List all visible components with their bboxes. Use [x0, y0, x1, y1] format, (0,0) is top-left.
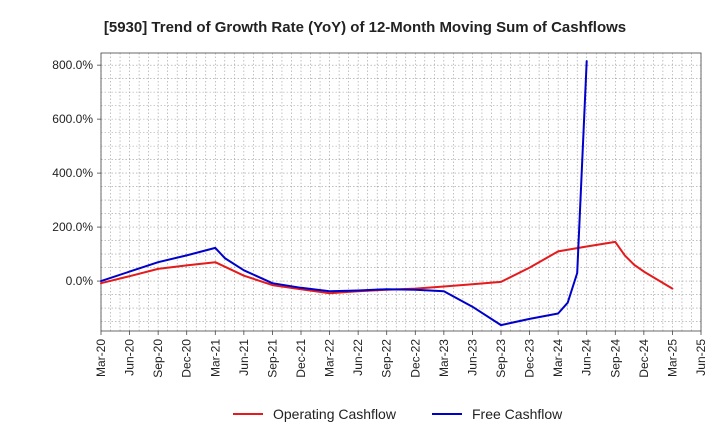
plot-area — [100, 52, 702, 332]
x-tick-label: Jun-22 — [351, 339, 365, 376]
x-tick-label: Dec-21 — [294, 339, 308, 378]
series-line-operating-cashflow — [100, 240, 674, 295]
x-tick-label: Jun-21 — [237, 339, 251, 376]
x-tick-label: Mar-22 — [323, 339, 337, 377]
x-tick-label: Mar-21 — [208, 339, 222, 377]
x-tick-label: Dec-23 — [523, 339, 537, 378]
x-tick-label: Dec-22 — [408, 339, 422, 378]
y-tick-label: 800.0% — [52, 58, 93, 72]
plot-background — [101, 53, 701, 331]
x-tick-label: Sep-23 — [494, 339, 508, 378]
x-tick-label: Sep-24 — [608, 339, 622, 378]
series-line-free-cashflow — [100, 60, 588, 327]
y-tick-label: 200.0% — [52, 220, 93, 234]
x-tick-label: Sep-21 — [265, 339, 279, 378]
x-tick-label: Mar-23 — [437, 339, 451, 377]
y-tick-label: 400.0% — [52, 166, 93, 180]
x-tick-label: Jun-20 — [123, 339, 137, 376]
legend-label: Free Cashflow — [472, 406, 563, 422]
y-tick-label: 0.0% — [66, 274, 94, 288]
x-tick-label: Dec-24 — [637, 339, 651, 378]
x-tick-label: Mar-24 — [551, 339, 565, 377]
x-tick-label: Jun-24 — [580, 339, 594, 376]
x-tick-label: Dec-20 — [180, 339, 194, 378]
chart-title: [5930] Trend of Growth Rate (YoY) of 12-… — [104, 19, 626, 36]
x-tick-label: Sep-20 — [151, 339, 165, 378]
x-tick-label: Mar-25 — [665, 339, 679, 377]
x-tick-label: Jun-23 — [465, 339, 479, 376]
x-tick-label: Sep-22 — [380, 339, 394, 378]
series-lines — [100, 60, 674, 327]
x-tick-label: Jun-25 — [694, 339, 708, 376]
legend-label: Operating Cashflow — [273, 406, 397, 422]
y-tick-label: 600.0% — [52, 112, 93, 126]
axes: 0.0% 200.0% 400.0% 600.0% 800.0% Mar-20 Jun-20… — [52, 58, 708, 378]
legend: Operating Cashflow Free Cashflow — [233, 406, 563, 422]
x-tick-label: Mar-20 — [94, 339, 108, 377]
plot-border — [100, 52, 702, 332]
